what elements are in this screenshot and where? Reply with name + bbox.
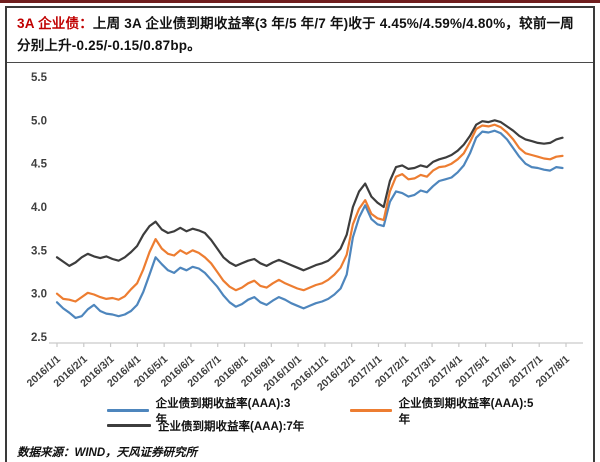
svg-text:3.5: 3.5 [31, 246, 48, 258]
yield-chart-svg: 5.55.04.54.03.53.02.52016/1/12016/2/1201… [25, 72, 583, 394]
caption-text: 上周 3A 企业债到期收益率(3 年/5 年/7 年)收于 4.45%/4.59… [17, 16, 574, 53]
chart-legend: 企业债到期收益率(AAA):3年 企业债到期收益率(AAA):5年 企业债到期收… [7, 398, 593, 435]
chart-caption: 3A 企业债：上周 3A 企业债到期收益率(3 年/5 年/7 年)收于 4.4… [7, 8, 593, 64]
legend-label-7y: 企业债到期收益率(AAA):7年 [158, 420, 305, 433]
top-accent-rule [0, 0, 600, 3]
svg-text:5.0: 5.0 [31, 116, 47, 128]
legend-swatch-5y-icon [350, 409, 392, 413]
caption-highlight: 3A 企业债： [17, 16, 93, 31]
legend-swatch-7y-icon [107, 424, 151, 428]
svg-text:4.5: 4.5 [31, 159, 48, 171]
svg-text:3.0: 3.0 [31, 289, 47, 301]
legend-label-3y: 企业债到期收益率(AAA):3年 [155, 397, 291, 426]
svg-text:4.0: 4.0 [31, 202, 47, 214]
yield-chart: 5.5 5.0 4.5 4.0 3.5 3.0 2.5 2016/1/1 2016/2/1 201… [7, 63, 593, 403]
report-cell-frame: 3A 企业债：上周 3A 企业债到期收益率(3 年/5 年/7 年)收于 4.4… [5, 6, 595, 462]
legend-item-7y: 企业债到期收益率(AAA):7年 [107, 418, 304, 434]
legend-item-5y: 企业债到期收益率(AAA):5年 [350, 395, 537, 427]
svg-text:5.5: 5.5 [31, 72, 48, 84]
svg-text:2.5: 2.5 [31, 332, 48, 344]
legend-item-3y: 企业债到期收益率(AAA):3年 [107, 395, 294, 427]
legend-label-5y: 企业债到期收益率(AAA):5年 [398, 397, 534, 426]
legend-swatch-3y-icon [107, 409, 149, 413]
data-source-note: 数据来源：WIND，天风证券研究所 [17, 447, 198, 460]
